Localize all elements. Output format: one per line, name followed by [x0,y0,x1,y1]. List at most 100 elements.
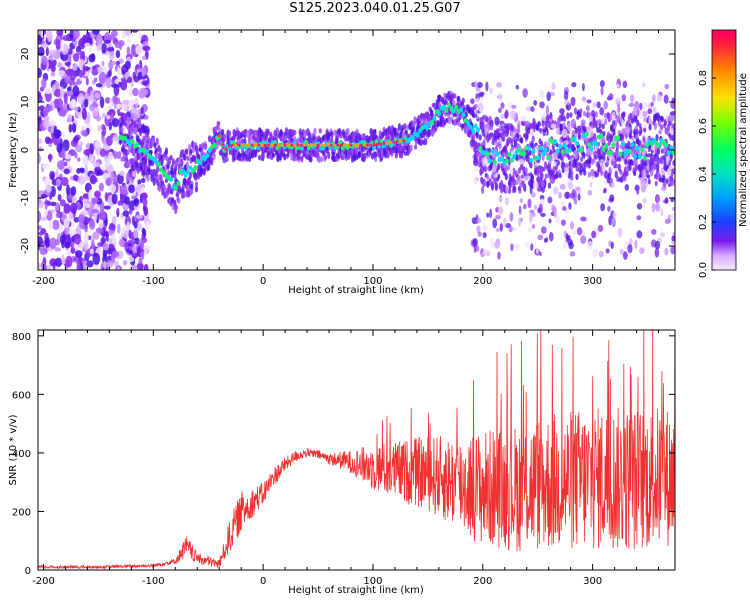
spectrogram-core [666,150,671,156]
spectrogram-blob [521,180,525,186]
spectrogram-core [664,142,669,148]
spectrogram-blob [486,212,490,218]
spectrogram-blob [386,152,390,159]
spectrogram-blob [58,109,67,117]
spectrogram-blob [541,112,547,122]
spectrogram-blob [77,157,81,162]
spectrogram-blob [82,260,87,270]
spectrogram-blob [560,201,565,206]
spectrogram-blob [88,189,93,202]
spectrogram-blob [654,247,660,258]
spectrogram-core [616,135,621,141]
spectrogram-peak [336,143,340,147]
spectrogram-blob [142,198,148,207]
spectrogram-blob [618,155,622,162]
spectrogram-peak [300,143,304,147]
spectrogram-y-ticks: -20 -10 0 10 20 [20,48,675,254]
spectrogram-blob [571,82,577,88]
spectrogram-blob [619,248,624,255]
spectrogram-core [575,140,580,147]
spectrogram-blob [638,109,643,120]
spectrogram-blob [530,106,535,112]
spectrogram-peak [339,143,343,147]
spectrogram-core [188,165,193,171]
spectrogram-peak [221,142,225,146]
spectrogram-core [594,141,599,147]
spectrogram-blob [330,130,334,139]
spectrogram-peak [379,142,383,146]
spectrogram-blob [636,188,640,195]
spectrogram-blob [527,198,532,209]
spectrogram-blob [55,202,60,212]
spectrogram-blob [336,133,340,140]
spectrogram-blob [44,200,52,205]
spectrogram-blob [497,162,501,171]
spectrogram-blob [56,160,65,170]
spectrogram-blob [475,97,480,104]
spectrogram-blob [411,125,415,133]
spectrogram-blob [622,251,628,260]
spectrogram-blob [660,232,666,238]
spectrogram-blob [565,104,569,110]
spectrogram-blob [569,192,576,199]
spectrogram-core [485,151,490,157]
spectrogram-blob [563,90,569,101]
spectrogram-blob [520,163,524,171]
spectrogram-blob [532,181,539,190]
spectrogram-blob [115,60,120,66]
spectrogram-blob [96,169,104,176]
spectrogram-blob [78,214,86,224]
spectrogram-peak [290,143,294,147]
spectrogram-core [558,143,563,149]
spectrogram-blob [147,136,151,143]
spectrogram-blob [539,90,544,99]
spectrogram-blob [476,225,481,234]
spectrogram-core [198,160,203,166]
spectrogram-blob [127,36,131,44]
snr-y-tick-label: 600 [12,390,31,401]
spectrogram-blob [123,229,129,239]
spectrogram-blob [568,242,574,250]
spectrogram-blob [140,250,145,260]
spectrogram-blob [38,231,44,236]
spectrogram-blob [142,45,151,52]
spectrogram-blob [100,212,106,221]
spectrogram-blob [57,70,66,77]
spectrogram-core [459,107,464,113]
spectrogram-blob [66,250,72,257]
spectrogram-blob [479,107,483,113]
spectrogram-blob [278,153,282,161]
spectrogram-blob [327,151,331,159]
spectrogram-blob [570,118,577,129]
spectrogram-blob [471,113,478,118]
spectrogram-blob [579,108,583,114]
spectrogram-blob [52,59,57,67]
spectrogram-peak [362,143,366,147]
spectrogram-blob [642,117,648,122]
snr-y-tick-label: 800 [12,332,31,343]
spectrogram-core [444,107,449,114]
spectrogram-blob [598,250,604,258]
spectrogram-blob [82,64,86,76]
spectrogram-blob [599,107,605,116]
spectrogram-blob [92,30,100,36]
spectrogram-blob [271,152,275,159]
spectrogram-blob [536,165,543,170]
spectrogram-core [417,128,422,134]
spectrogram-blob [174,204,179,210]
spectrogram-blob [130,231,135,240]
spectrogram-blob [89,174,97,185]
spectrogram-blob [49,258,57,267]
spectrogram-core [468,124,473,130]
spectrogram-blob [646,153,652,158]
spectrogram-core [509,157,514,163]
spectrogram-blob [529,129,534,134]
spectrogram-blob [540,226,547,234]
spectrogram-blob [602,189,607,194]
spectrogram-blob [64,75,72,84]
spectrogram-blob [575,165,579,172]
spectrogram-blob [57,232,61,241]
spectrogram-core [186,169,191,175]
spectrogram-blob [523,203,527,210]
spectrogram-core [475,127,480,133]
